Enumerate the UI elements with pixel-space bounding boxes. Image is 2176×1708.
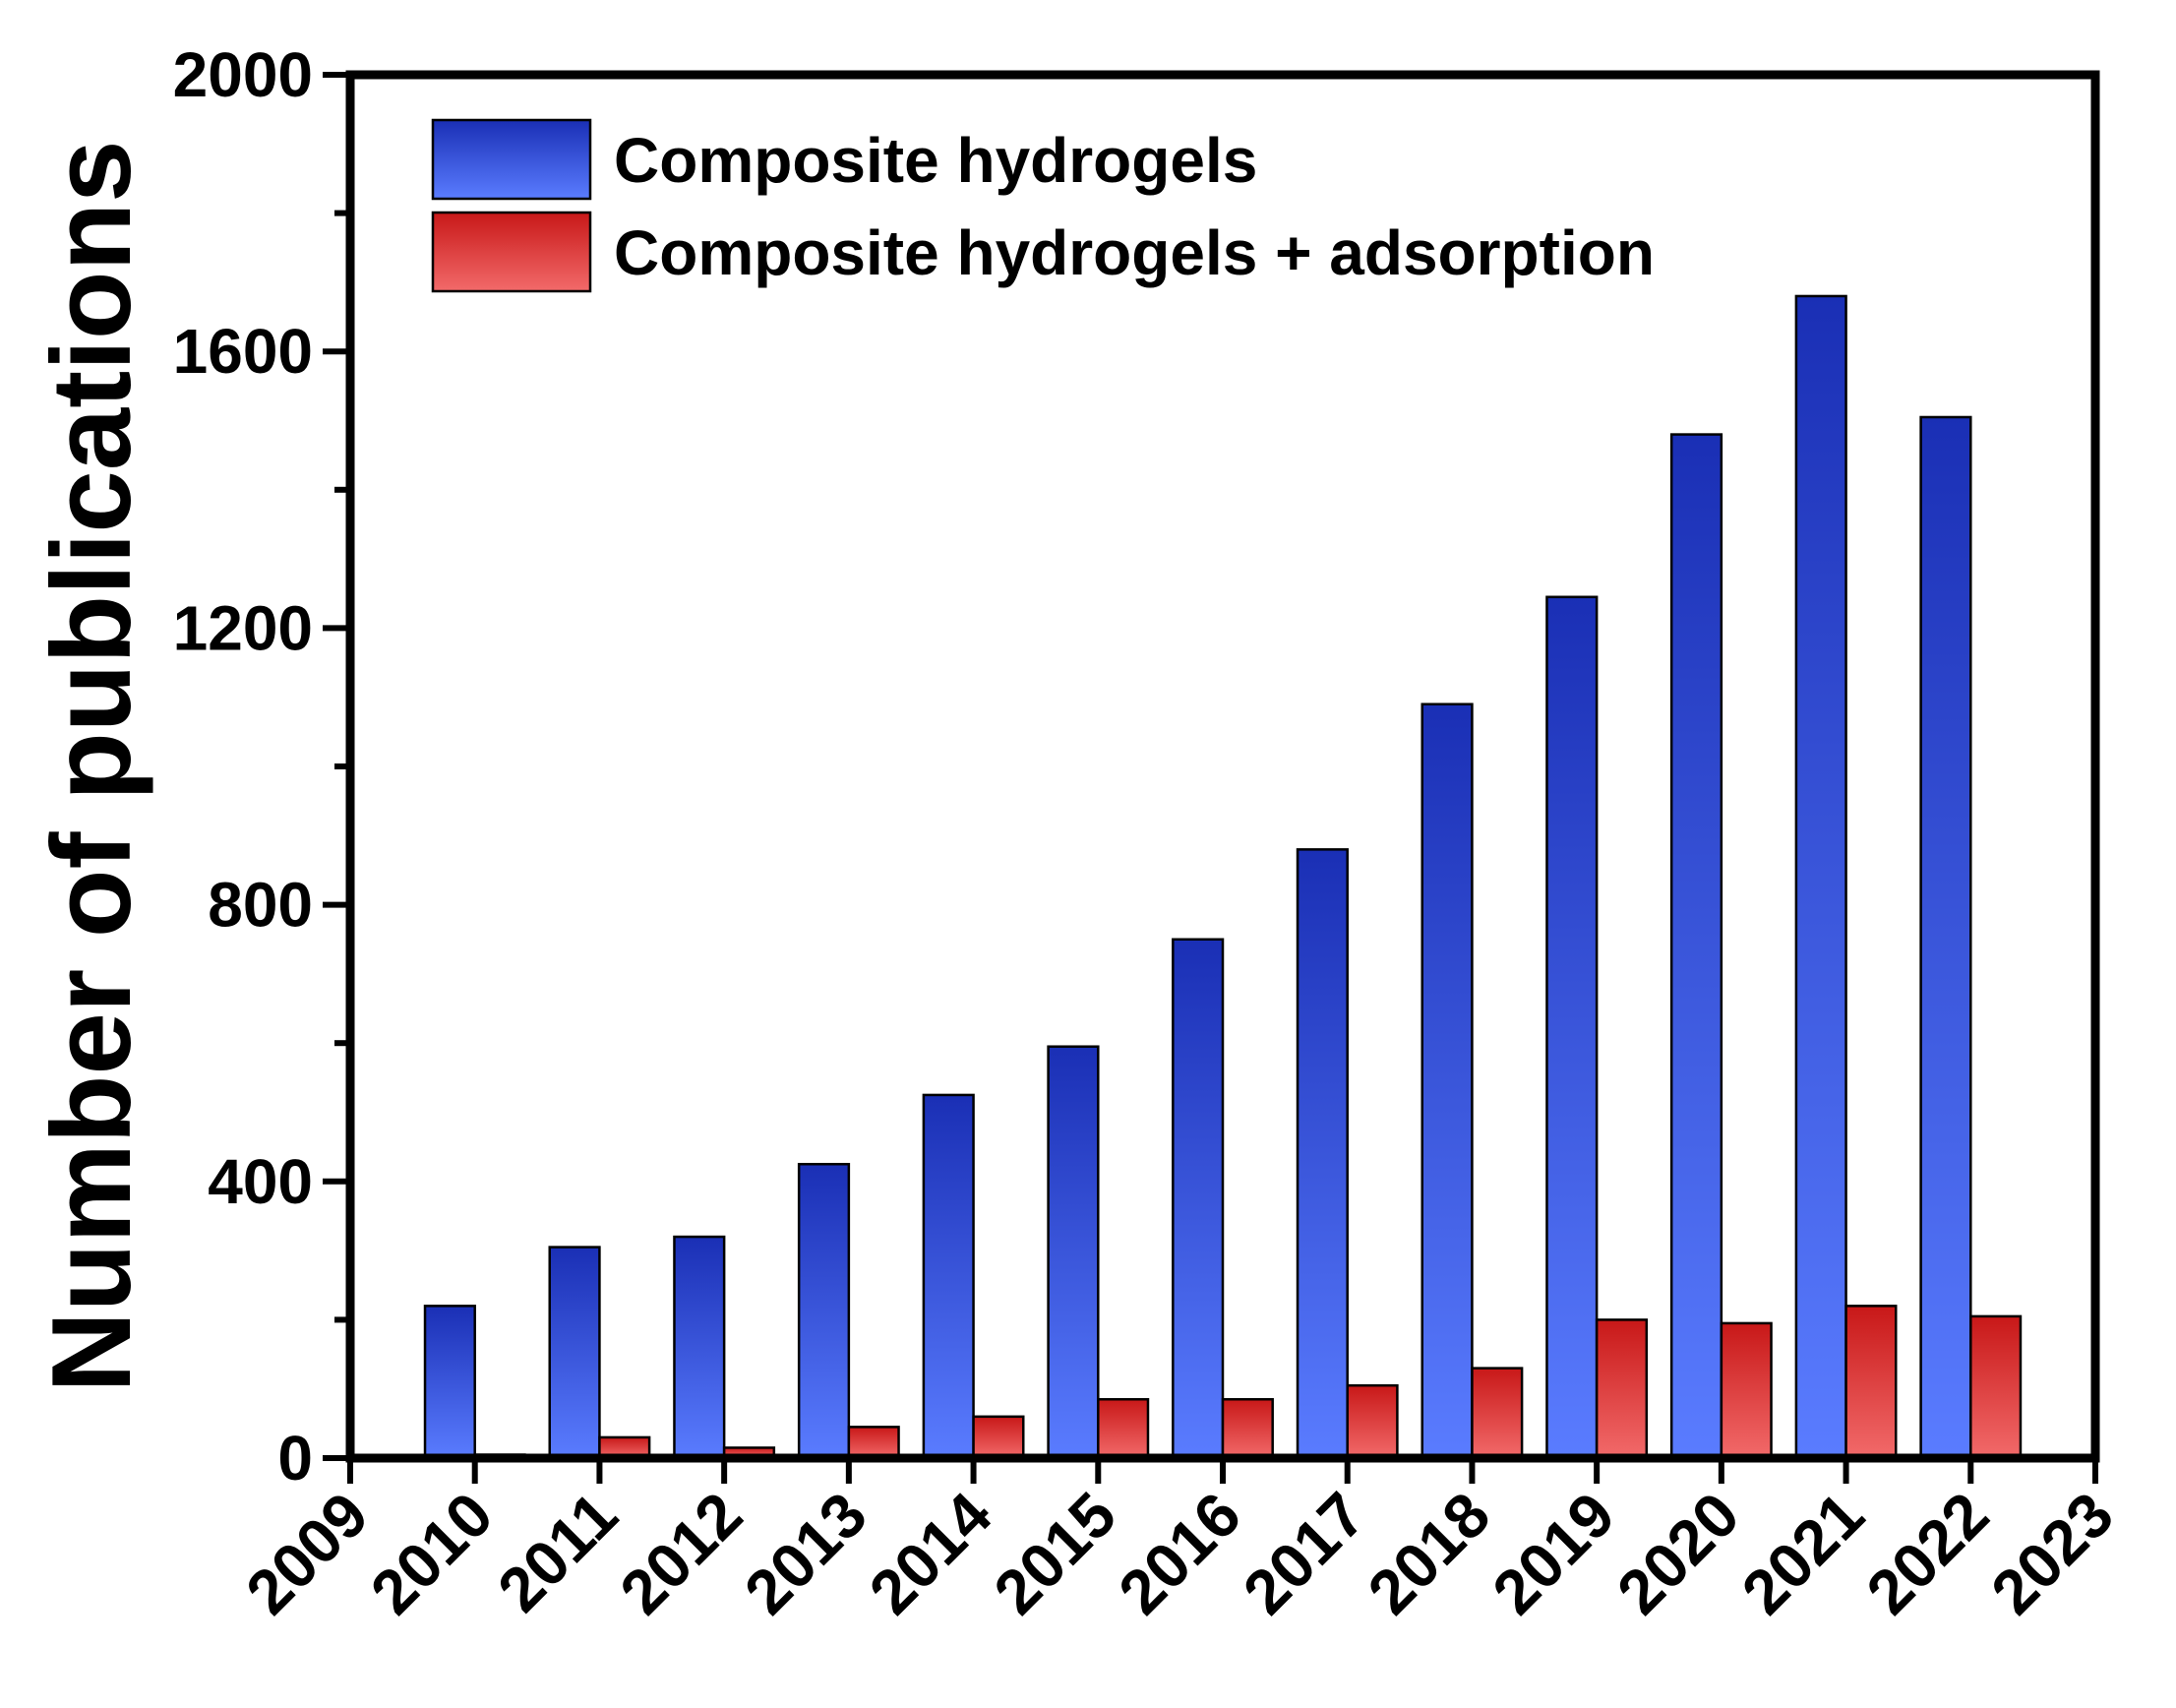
x-tick-label: 2015 — [981, 1479, 1130, 1628]
legend-label: Composite hydrogels + adsorption — [614, 217, 1655, 288]
bar-composite-hydrogels-adsorption-2020 — [1720, 1321, 1773, 1460]
x-tick-label: 2012 — [606, 1479, 756, 1628]
bar-composite-hydrogels-2022 — [1919, 415, 1972, 1460]
legend-swatch — [431, 211, 592, 293]
bar-composite-hydrogels-2011 — [548, 1246, 601, 1460]
x-tick-label: 2014 — [856, 1479, 1005, 1628]
bar-composite-hydrogels-adsorption-2017 — [1346, 1383, 1399, 1460]
bar-composite-hydrogels-adsorption-2019 — [1595, 1318, 1649, 1460]
y-tick-label: 2000 — [173, 39, 313, 110]
bar-composite-hydrogels-adsorption-2022 — [1969, 1314, 2023, 1460]
bar-composite-hydrogels-2013 — [797, 1162, 851, 1460]
bar-composite-hydrogels-2010 — [423, 1305, 476, 1460]
x-tick-label: 2013 — [731, 1479, 880, 1628]
x-tick-label: 2019 — [1479, 1479, 1628, 1628]
y-axis: 0 400 800 1200 1600 2000 — [173, 39, 350, 1494]
x-tick-label: 2011 — [484, 1479, 631, 1625]
bars-layer — [423, 294, 2023, 1460]
bar-composite-hydrogels-adsorption-2014 — [972, 1415, 1025, 1460]
bar-composite-hydrogels-adsorption-2015 — [1097, 1397, 1150, 1460]
x-tick-label: 2023 — [1977, 1479, 2127, 1628]
y-tick-label: 400 — [208, 1146, 313, 1217]
y-axis-title: Number of publications — [30, 140, 154, 1392]
x-tick-label: 2017 — [1230, 1479, 1379, 1628]
y-tick-label: 1600 — [173, 316, 313, 387]
x-tick-label: 2020 — [1603, 1479, 1753, 1628]
x-tick-label: 2009 — [232, 1479, 382, 1628]
bar-composite-hydrogels-adsorption-2013 — [847, 1426, 900, 1460]
x-axis: 2009201020112012201320142015201620172018… — [232, 1458, 2127, 1628]
x-tick-label: 2021 — [1728, 1479, 1878, 1628]
x-tick-label: 2010 — [357, 1479, 507, 1628]
bar-composite-hydrogels-2015 — [1047, 1045, 1100, 1460]
bar-composite-hydrogels-2019 — [1545, 595, 1599, 1460]
x-tick-label: 2018 — [1355, 1479, 1504, 1628]
bar-composite-hydrogels-2021 — [1794, 294, 1847, 1460]
bar-composite-hydrogels-2020 — [1669, 433, 1723, 1460]
legend: Composite hydrogels Composite hydrogels +… — [431, 118, 1655, 293]
bar-composite-hydrogels-2012 — [673, 1235, 726, 1460]
x-tick-label: 2016 — [1105, 1479, 1254, 1628]
bar-composite-hydrogels-2017 — [1296, 848, 1349, 1460]
legend-label: Composite hydrogels — [614, 125, 1257, 196]
bar-composite-hydrogels-2018 — [1420, 702, 1474, 1460]
x-tick-label: 2022 — [1853, 1479, 2003, 1628]
y-tick-label: 1200 — [173, 592, 313, 663]
bar-composite-hydrogels-2016 — [1172, 938, 1225, 1460]
y-tick-label: 800 — [208, 870, 313, 941]
y-tick-label: 0 — [277, 1423, 313, 1494]
bar-composite-hydrogels-adsorption-2018 — [1471, 1367, 1524, 1460]
bar-composite-hydrogels-adsorption-2016 — [1221, 1397, 1274, 1460]
bar-composite-hydrogels-adsorption-2021 — [1844, 1305, 1898, 1460]
bar-composite-hydrogels-2014 — [922, 1093, 975, 1460]
legend-swatch — [431, 118, 592, 201]
